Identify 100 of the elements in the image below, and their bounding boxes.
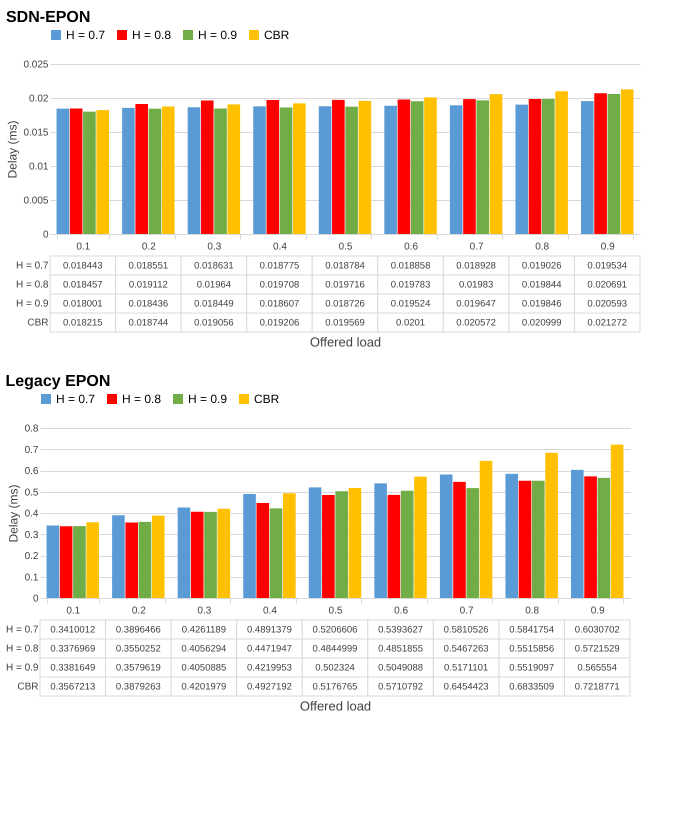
data-label: 0.3550252 [116, 644, 161, 654]
bar [266, 100, 280, 234]
bar [348, 488, 362, 598]
data-label: 0.5171101 [444, 662, 488, 674]
bar [332, 100, 345, 234]
bar [453, 482, 466, 598]
data-label: 0.3896466 [116, 624, 161, 636]
bar [188, 107, 200, 234]
data-label: 0.3567213 [50, 682, 96, 692]
bar [608, 94, 620, 234]
text: H = 0.9 [16, 298, 48, 310]
legend-label: H = 0.8 [132, 28, 172, 42]
data-label: 0.3410012 [50, 624, 96, 636]
x-tick-label: 0.1 [66, 606, 81, 616]
data-label: 0.019026 [522, 260, 562, 272]
legend-label: H = 0.8 [122, 392, 162, 406]
x-tick-label: 0.9 [600, 242, 616, 252]
data-label: 0.019206 [260, 318, 300, 328]
bar [388, 494, 400, 598]
data-label: 0.018436 [128, 298, 168, 310]
data-label: 0.019716 [325, 280, 365, 290]
data-label: 0.5810526 [444, 624, 489, 636]
bar [490, 94, 502, 234]
y-tick-label: 0.4 [24, 508, 39, 520]
bar [214, 108, 227, 234]
data-label: 0.01983 [458, 280, 494, 290]
y-tick-label: 0 [42, 230, 49, 240]
y-tick-label: 0.3 [24, 530, 39, 541]
data-label: 0.021272 [587, 318, 628, 328]
bar [253, 106, 266, 234]
data-label: 0.4844999 [312, 644, 358, 654]
data-label: 0.019112 [128, 280, 168, 290]
legend-label: H = 0.7 [56, 392, 96, 406]
text: H = 0.7 [6, 624, 38, 636]
bar [256, 502, 270, 598]
data-label: 0.4201979 [181, 682, 226, 692]
chart-title: Legacy EPON [5, 373, 110, 390]
data-label: 0.01964 [196, 280, 232, 290]
data-label: 0.502324 [315, 662, 355, 674]
data-label: 0.019647 [456, 298, 496, 310]
bar [610, 444, 624, 598]
bar [152, 516, 165, 598]
bar [532, 480, 545, 598]
bar [515, 104, 528, 234]
data-label: 0.4056294 [181, 644, 226, 654]
data-label: 0.4891379 [246, 624, 292, 636]
x-tick-label: 0.5 [338, 242, 353, 252]
bar [83, 112, 96, 234]
data-label: 0.018457 [62, 280, 103, 290]
text: H = 0.9 [6, 662, 38, 674]
data-label: 0.020691 [587, 280, 628, 290]
bar [243, 494, 256, 598]
data-label: 0.018551 [128, 260, 168, 272]
bar [322, 495, 335, 598]
data-label: 0.019846 [522, 298, 562, 310]
data-label: 0.020999 [522, 318, 562, 328]
data-label: 0.018001 [62, 298, 103, 310]
x-tick-label: 0.6 [394, 606, 408, 616]
bar [148, 108, 162, 234]
x-tick-label: 0.3 [197, 606, 212, 616]
y-tick-label: 0.6 [24, 466, 39, 477]
data-label: 0.4050885 [181, 662, 226, 674]
data-label: 0.019708 [260, 280, 300, 290]
data-label: 0.5206606 [312, 624, 358, 636]
y-axis-title: Delay (ms) [6, 484, 21, 543]
x-tick-label: 0.4 [262, 606, 278, 616]
chart-title: SDN-EPON [6, 9, 90, 26]
x-tick-label: 0.5 [328, 606, 343, 616]
text: H = 0.8 [16, 280, 48, 290]
data-label: 0.018215 [62, 318, 103, 328]
bar [60, 526, 72, 598]
bar [440, 474, 452, 598]
bar [190, 512, 204, 598]
bar [594, 93, 607, 234]
data-label: 0.4851855 [378, 644, 424, 654]
data-label: 0.3579619 [116, 662, 161, 674]
data-label: 0.7218771 [574, 682, 620, 692]
y-tick-label: 0.02 [29, 94, 49, 104]
x-tick-label: 0.7 [470, 242, 484, 252]
data-label: 0.020593 [587, 298, 628, 310]
legend-label: H = 0.7 [66, 28, 106, 42]
data-label: 0.5467263 [444, 644, 489, 654]
bar [204, 512, 217, 598]
data-label: 0.6454423 [444, 682, 489, 692]
data-label: 0.5393627 [378, 624, 424, 636]
legend-label: H = 0.9 [198, 28, 238, 42]
legend-label: H = 0.9 [188, 392, 228, 406]
data-label: 0.018443 [62, 260, 103, 272]
data-label: 0.3879263 [116, 682, 161, 692]
bar [480, 460, 492, 598]
data-label: 0.018449 [194, 298, 234, 310]
data-label: 0.018607 [260, 298, 300, 310]
y-tick-label: 0.7 [24, 444, 39, 456]
bar [135, 104, 148, 234]
y-tick-label: 0.1 [24, 572, 39, 584]
bar [293, 103, 306, 234]
bar [280, 107, 292, 234]
x-tick-label: 0.2 [142, 242, 156, 252]
y-tick-label: 0.025 [23, 60, 49, 70]
bar [112, 515, 125, 598]
